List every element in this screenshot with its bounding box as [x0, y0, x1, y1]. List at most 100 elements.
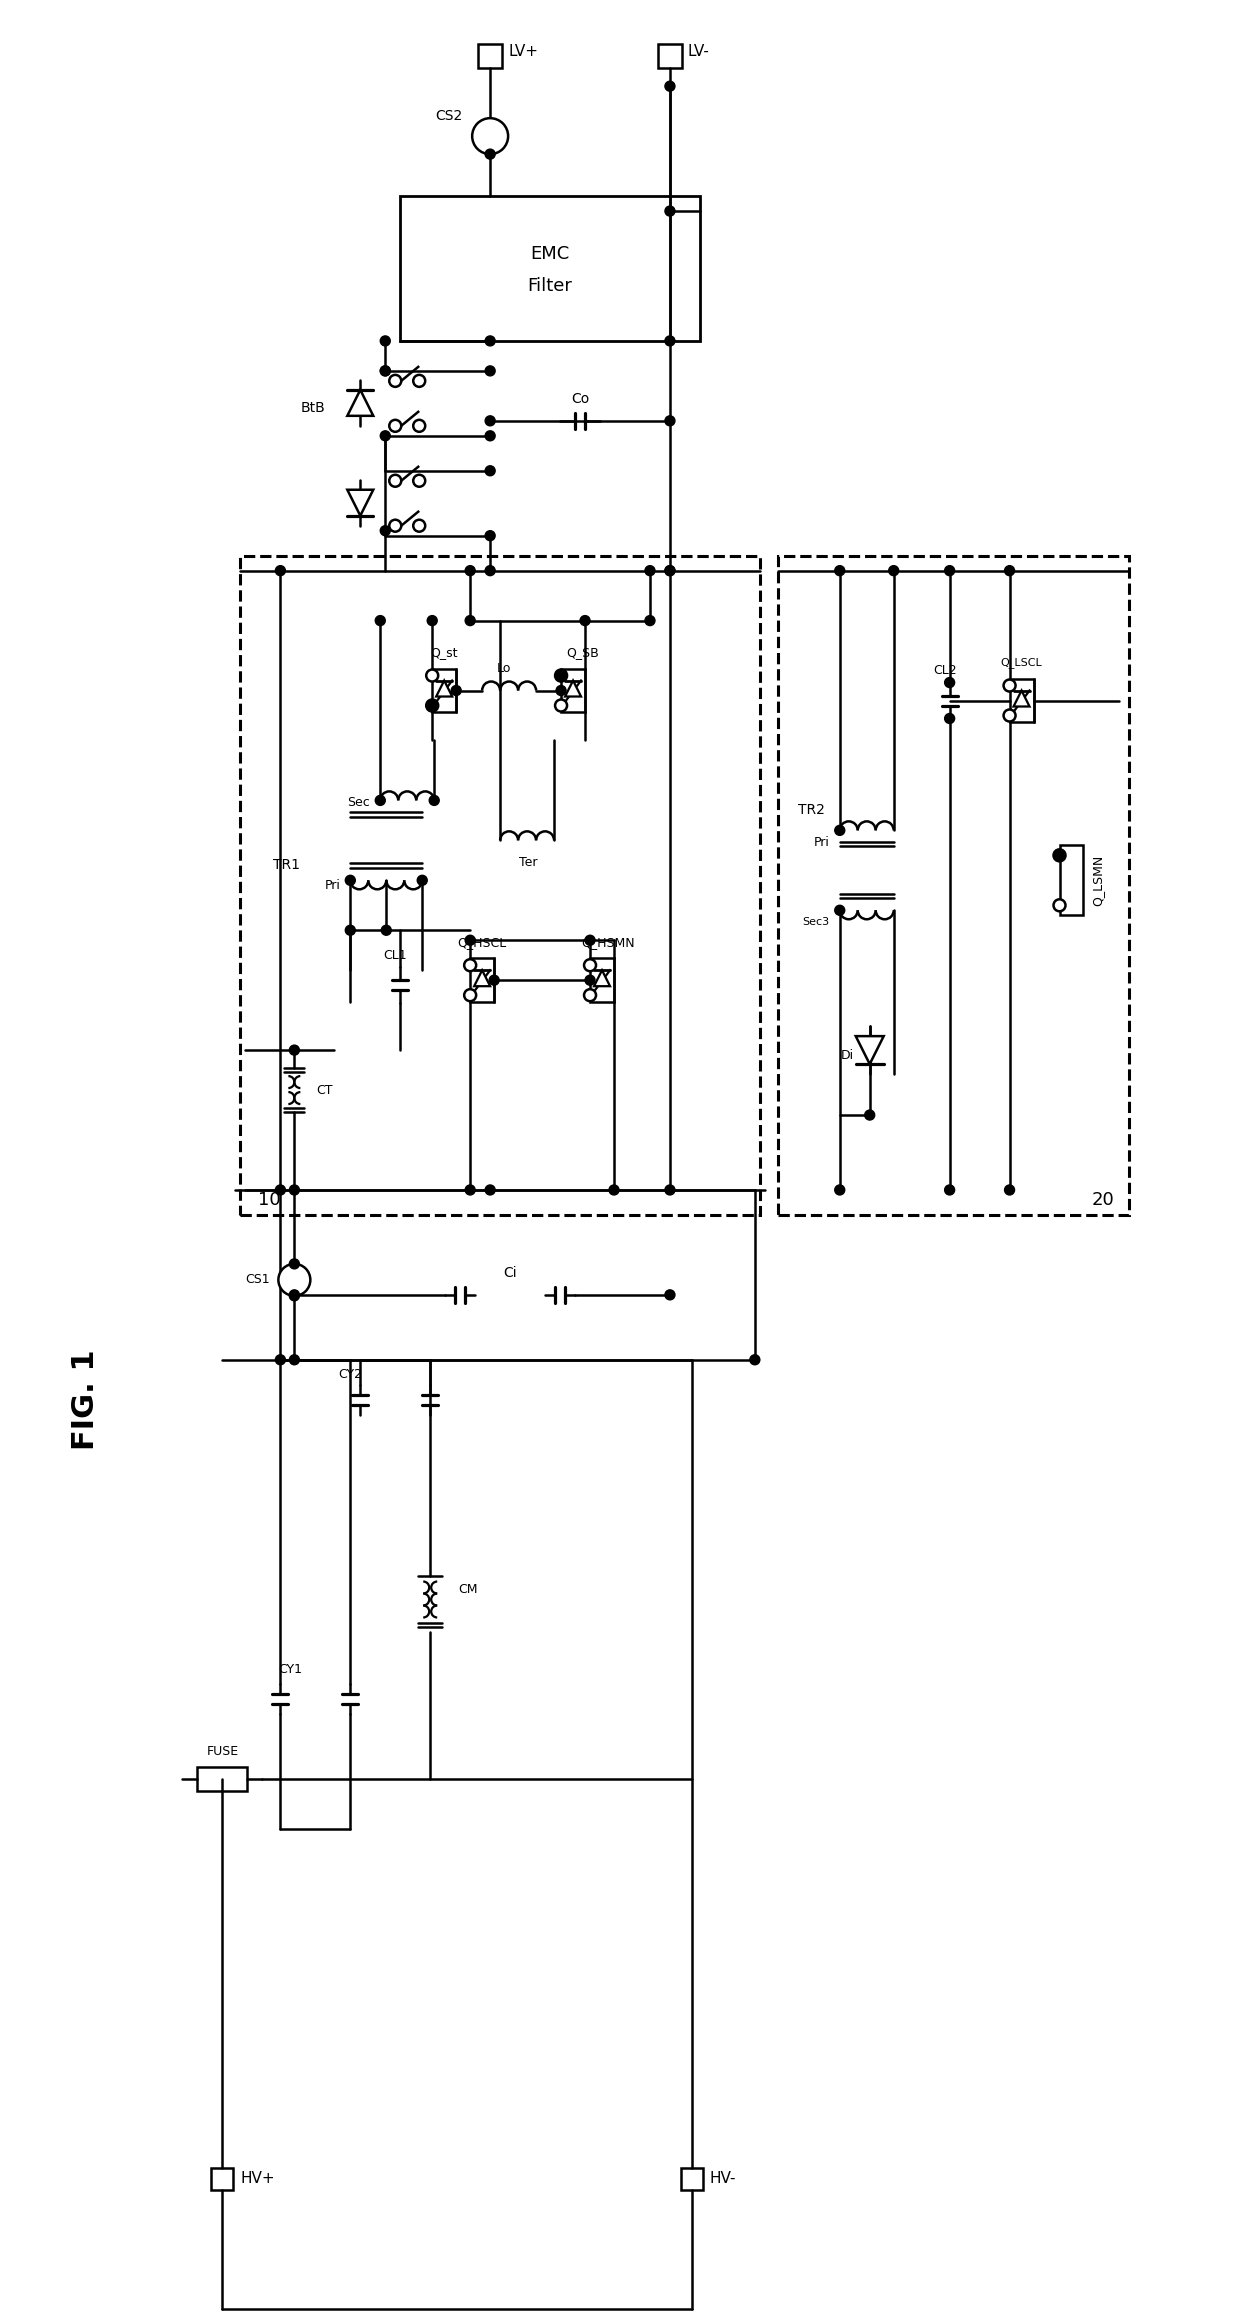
Circle shape	[485, 532, 495, 541]
Circle shape	[1054, 899, 1065, 911]
Bar	[658, 44, 682, 69]
Circle shape	[665, 1290, 675, 1299]
Circle shape	[835, 1186, 844, 1195]
Circle shape	[465, 936, 475, 946]
Bar	[1059, 846, 1084, 916]
Polygon shape	[565, 680, 582, 696]
Circle shape	[945, 714, 955, 724]
Circle shape	[489, 976, 500, 985]
Circle shape	[485, 365, 495, 377]
Circle shape	[1003, 680, 1016, 691]
Bar	[241, 555, 760, 1214]
Circle shape	[389, 474, 402, 488]
Circle shape	[665, 206, 675, 215]
Circle shape	[485, 430, 495, 442]
Bar	[433, 668, 456, 712]
Circle shape	[584, 959, 596, 971]
Circle shape	[429, 795, 439, 805]
Polygon shape	[347, 391, 373, 416]
Circle shape	[413, 520, 425, 532]
Circle shape	[665, 416, 675, 425]
Text: FUSE: FUSE	[206, 1746, 238, 1757]
Polygon shape	[856, 1036, 884, 1064]
Circle shape	[750, 1355, 760, 1364]
Text: TR2: TR2	[797, 802, 825, 818]
Text: Co: Co	[570, 391, 589, 407]
Circle shape	[556, 670, 567, 680]
Circle shape	[584, 990, 596, 1001]
Circle shape	[465, 566, 475, 576]
Bar	[212, 2169, 233, 2189]
Circle shape	[835, 906, 844, 916]
Circle shape	[289, 1290, 299, 1299]
Circle shape	[835, 566, 844, 576]
Circle shape	[556, 670, 567, 682]
Circle shape	[413, 474, 425, 488]
Circle shape	[345, 876, 356, 885]
Circle shape	[580, 615, 590, 627]
Circle shape	[465, 1186, 475, 1195]
Circle shape	[485, 150, 495, 160]
Text: 10: 10	[258, 1191, 281, 1209]
Circle shape	[427, 701, 438, 712]
Circle shape	[485, 465, 495, 476]
Text: Q_SB: Q_SB	[567, 645, 599, 659]
Text: CS1: CS1	[244, 1274, 269, 1285]
Bar	[777, 555, 1130, 1214]
Circle shape	[835, 825, 844, 835]
Text: Pri: Pri	[325, 879, 340, 892]
Circle shape	[585, 976, 595, 985]
Polygon shape	[474, 971, 490, 987]
Text: LV-: LV-	[688, 44, 709, 58]
Circle shape	[381, 525, 391, 536]
Circle shape	[275, 1355, 285, 1364]
Text: Q_st: Q_st	[430, 645, 458, 659]
Text: CL2: CL2	[932, 664, 956, 677]
Circle shape	[427, 670, 438, 682]
Text: Q_HSCL: Q_HSCL	[458, 936, 507, 948]
Text: Filter: Filter	[528, 277, 573, 296]
Circle shape	[289, 1186, 299, 1195]
Circle shape	[665, 566, 675, 576]
Circle shape	[289, 1260, 299, 1269]
Bar	[1009, 677, 1033, 721]
Text: Ci: Ci	[503, 1267, 517, 1281]
Text: TR1: TR1	[273, 858, 300, 872]
Circle shape	[413, 421, 425, 432]
Circle shape	[485, 1186, 495, 1195]
Polygon shape	[347, 490, 373, 516]
Text: LV+: LV+	[508, 44, 538, 58]
Circle shape	[428, 615, 438, 627]
Circle shape	[665, 81, 675, 90]
Circle shape	[864, 1110, 874, 1119]
Circle shape	[381, 365, 391, 377]
Text: BtB: BtB	[300, 400, 325, 414]
Text: Pri: Pri	[813, 837, 830, 849]
Bar	[401, 197, 699, 340]
Circle shape	[585, 936, 595, 946]
Circle shape	[556, 687, 567, 696]
Text: Q_LSMN: Q_LSMN	[1091, 855, 1104, 906]
Circle shape	[945, 677, 955, 687]
Text: 20: 20	[1091, 1191, 1115, 1209]
Circle shape	[645, 615, 655, 627]
Circle shape	[1004, 566, 1014, 576]
Bar	[590, 957, 614, 1001]
Circle shape	[417, 876, 428, 885]
Circle shape	[464, 990, 476, 1001]
Circle shape	[381, 365, 391, 377]
Circle shape	[376, 615, 386, 627]
Polygon shape	[594, 971, 610, 987]
Text: HV+: HV+	[241, 2171, 275, 2187]
Text: Sec3: Sec3	[802, 918, 830, 927]
Circle shape	[665, 1186, 675, 1195]
Circle shape	[345, 925, 356, 936]
Text: CY2: CY2	[339, 1369, 362, 1380]
Circle shape	[389, 421, 402, 432]
Circle shape	[1054, 851, 1064, 860]
Circle shape	[381, 925, 392, 936]
Circle shape	[665, 566, 675, 576]
Circle shape	[289, 1045, 299, 1054]
Circle shape	[485, 416, 495, 425]
Circle shape	[665, 335, 675, 347]
